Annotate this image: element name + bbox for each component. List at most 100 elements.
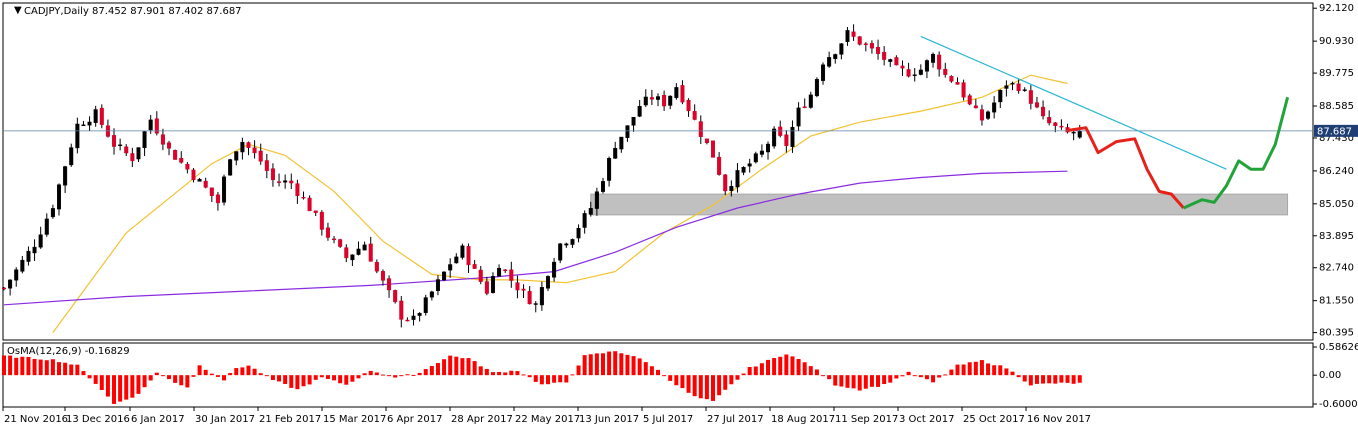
candle-body-bull (539, 287, 544, 306)
osma-bar (246, 365, 251, 376)
osma-bar (460, 358, 465, 376)
candle (124, 144, 129, 156)
osma-bar (423, 369, 428, 376)
candle-body-bull (833, 54, 838, 59)
price-axis: 92.120 90.930 89.775 88.585 87.430 86.240 85.0… (1313, 3, 1358, 410)
candle-body-bear (112, 135, 117, 147)
candle (215, 191, 220, 211)
candle (1047, 110, 1052, 126)
candle (167, 140, 172, 156)
osma-bar (1065, 375, 1070, 383)
candle-body-bull (821, 64, 826, 81)
candle (222, 174, 227, 206)
osma-bar (937, 375, 942, 378)
osma-bar (81, 371, 86, 376)
candle-body-bear (173, 150, 178, 160)
candle (906, 62, 911, 78)
osma-bar (729, 375, 734, 385)
trendline[interactable] (920, 35, 1227, 170)
osma-bar (674, 375, 679, 386)
osma-bar (711, 375, 716, 401)
candle (63, 165, 68, 193)
time-tick-label: 13 Dec 2016 (66, 414, 130, 425)
candle (69, 143, 74, 167)
candle-body-bull (753, 153, 758, 163)
candle (1010, 81, 1015, 91)
candle-body-bear (869, 43, 874, 49)
candle (955, 77, 960, 85)
osma-bar (99, 375, 104, 390)
support-zone-layer (590, 193, 1289, 216)
candle (790, 120, 795, 153)
candle (594, 187, 599, 216)
candle-body-bear (973, 105, 978, 109)
candle (460, 243, 465, 260)
candle-body-bull (435, 279, 440, 291)
osma-bar (521, 374, 526, 376)
candle-body-bull (576, 228, 581, 239)
time-tick-label: 3 Oct 2017 (899, 414, 954, 425)
osma-bar (967, 362, 972, 376)
osma-bar (191, 375, 196, 377)
candle-body-bull (283, 180, 288, 183)
chart-dropdown-icon[interactable]: ▼ (14, 5, 22, 16)
candle (521, 284, 526, 298)
osma-bar (882, 375, 887, 385)
osma-bar (490, 372, 495, 376)
osma-bar (105, 375, 110, 397)
candle (325, 222, 330, 241)
candle (368, 236, 373, 262)
candle-body-bull (69, 147, 74, 166)
candle (81, 121, 86, 127)
candle-body-bull (350, 254, 355, 261)
candle (1022, 87, 1027, 92)
candle-body-bull (63, 166, 68, 186)
osma-bar (833, 375, 838, 386)
candle (1016, 78, 1021, 94)
osma-bar (38, 359, 43, 376)
candle-body-bull (839, 43, 844, 55)
osma-bar (637, 358, 642, 376)
candle (362, 241, 367, 251)
candle (729, 180, 734, 197)
candle (912, 67, 917, 82)
candle (87, 116, 92, 131)
candle (478, 265, 483, 285)
osma-bar (979, 360, 984, 376)
time-tick-label: 25 Oct 2017 (963, 414, 1025, 425)
candle-body-bear (894, 57, 899, 66)
time-tick-label: 21 Feb 2017 (259, 414, 321, 425)
candle-body-bull (631, 117, 636, 126)
candle-body-bull (588, 208, 593, 215)
time-tick-label: 18 Aug 2017 (771, 414, 835, 425)
candle (252, 140, 257, 159)
osma-bar (619, 353, 624, 376)
candle-body-bear (313, 210, 318, 213)
candle (552, 257, 557, 282)
candle-body-bear (154, 118, 159, 134)
candle (863, 42, 868, 52)
time-tick-label: 5 Jul 2017 (643, 414, 693, 425)
osma-bar (197, 365, 202, 376)
candle-body-bull (197, 179, 202, 182)
price-tick-label: 89.775 (1319, 68, 1354, 79)
osma-bar (160, 375, 165, 377)
candle-body-bull (924, 60, 929, 72)
candle-body-bull (992, 102, 997, 113)
candle-body-bear (649, 97, 654, 100)
osma-bar (215, 375, 220, 377)
candle (1059, 119, 1064, 130)
candle-body-bear (509, 269, 514, 281)
candle-body-bull (1077, 130, 1082, 138)
candle (686, 98, 691, 117)
candle (38, 226, 43, 249)
candle (900, 60, 905, 76)
osma-bar (692, 375, 697, 397)
candle (986, 110, 991, 121)
candle (564, 242, 569, 248)
candle-body-bull (931, 53, 936, 63)
osma-bar (808, 366, 813, 376)
osma-bar (252, 368, 257, 376)
candle (197, 177, 202, 182)
candle (600, 177, 605, 194)
